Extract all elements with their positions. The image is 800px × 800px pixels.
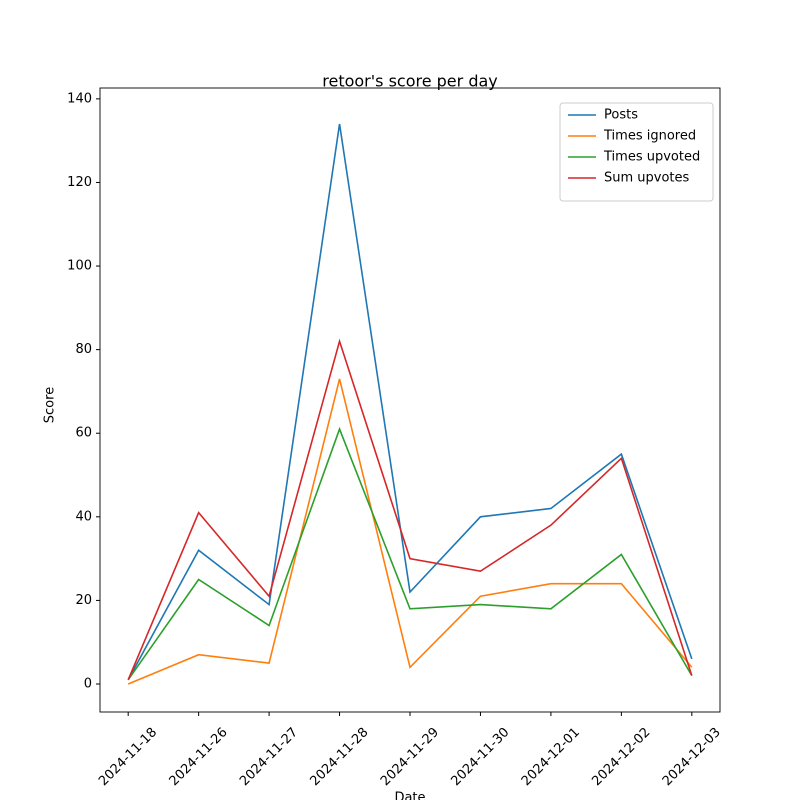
y-tick-label: 80 xyxy=(75,342,92,357)
x-tick-label: 2024-12-01 xyxy=(519,725,583,789)
legend-label: Times ignored xyxy=(603,129,696,144)
x-tick-label: 2024-11-30 xyxy=(448,725,512,789)
legend-label: Posts xyxy=(604,108,638,123)
y-tick-label: 60 xyxy=(75,426,92,441)
series-line xyxy=(127,338,693,681)
series-line xyxy=(127,378,693,685)
y-tick-label: 40 xyxy=(75,509,92,524)
y-tick-label: 0 xyxy=(84,676,92,691)
x-tick-label: 2024-11-28 xyxy=(308,725,372,789)
legend-label: Sum upvotes xyxy=(604,171,690,186)
y-tick-label: 20 xyxy=(75,593,92,608)
x-tick-label: 2024-12-02 xyxy=(589,725,653,789)
x-tick-label: 2024-11-18 xyxy=(96,725,160,789)
y-axis-label: Score xyxy=(43,387,58,423)
y-tick-label: 140 xyxy=(67,91,92,106)
legend-label: Times upvoted xyxy=(603,150,700,165)
legend-box xyxy=(559,102,714,202)
x-tick-label: 2024-11-27 xyxy=(237,725,301,789)
x-axis-label: Date xyxy=(394,791,425,800)
x-tick-label: 2024-11-26 xyxy=(167,725,231,789)
x-tick-label: 2024-12-03 xyxy=(660,725,724,789)
series-line xyxy=(127,426,693,681)
chart-title: retoor's score per day xyxy=(322,72,498,91)
y-tick-label: 100 xyxy=(67,259,92,274)
series-line xyxy=(127,123,693,681)
plot-frame xyxy=(99,87,721,713)
y-tick-label: 120 xyxy=(67,175,92,190)
x-tick-label: 2024-11-29 xyxy=(378,725,442,789)
